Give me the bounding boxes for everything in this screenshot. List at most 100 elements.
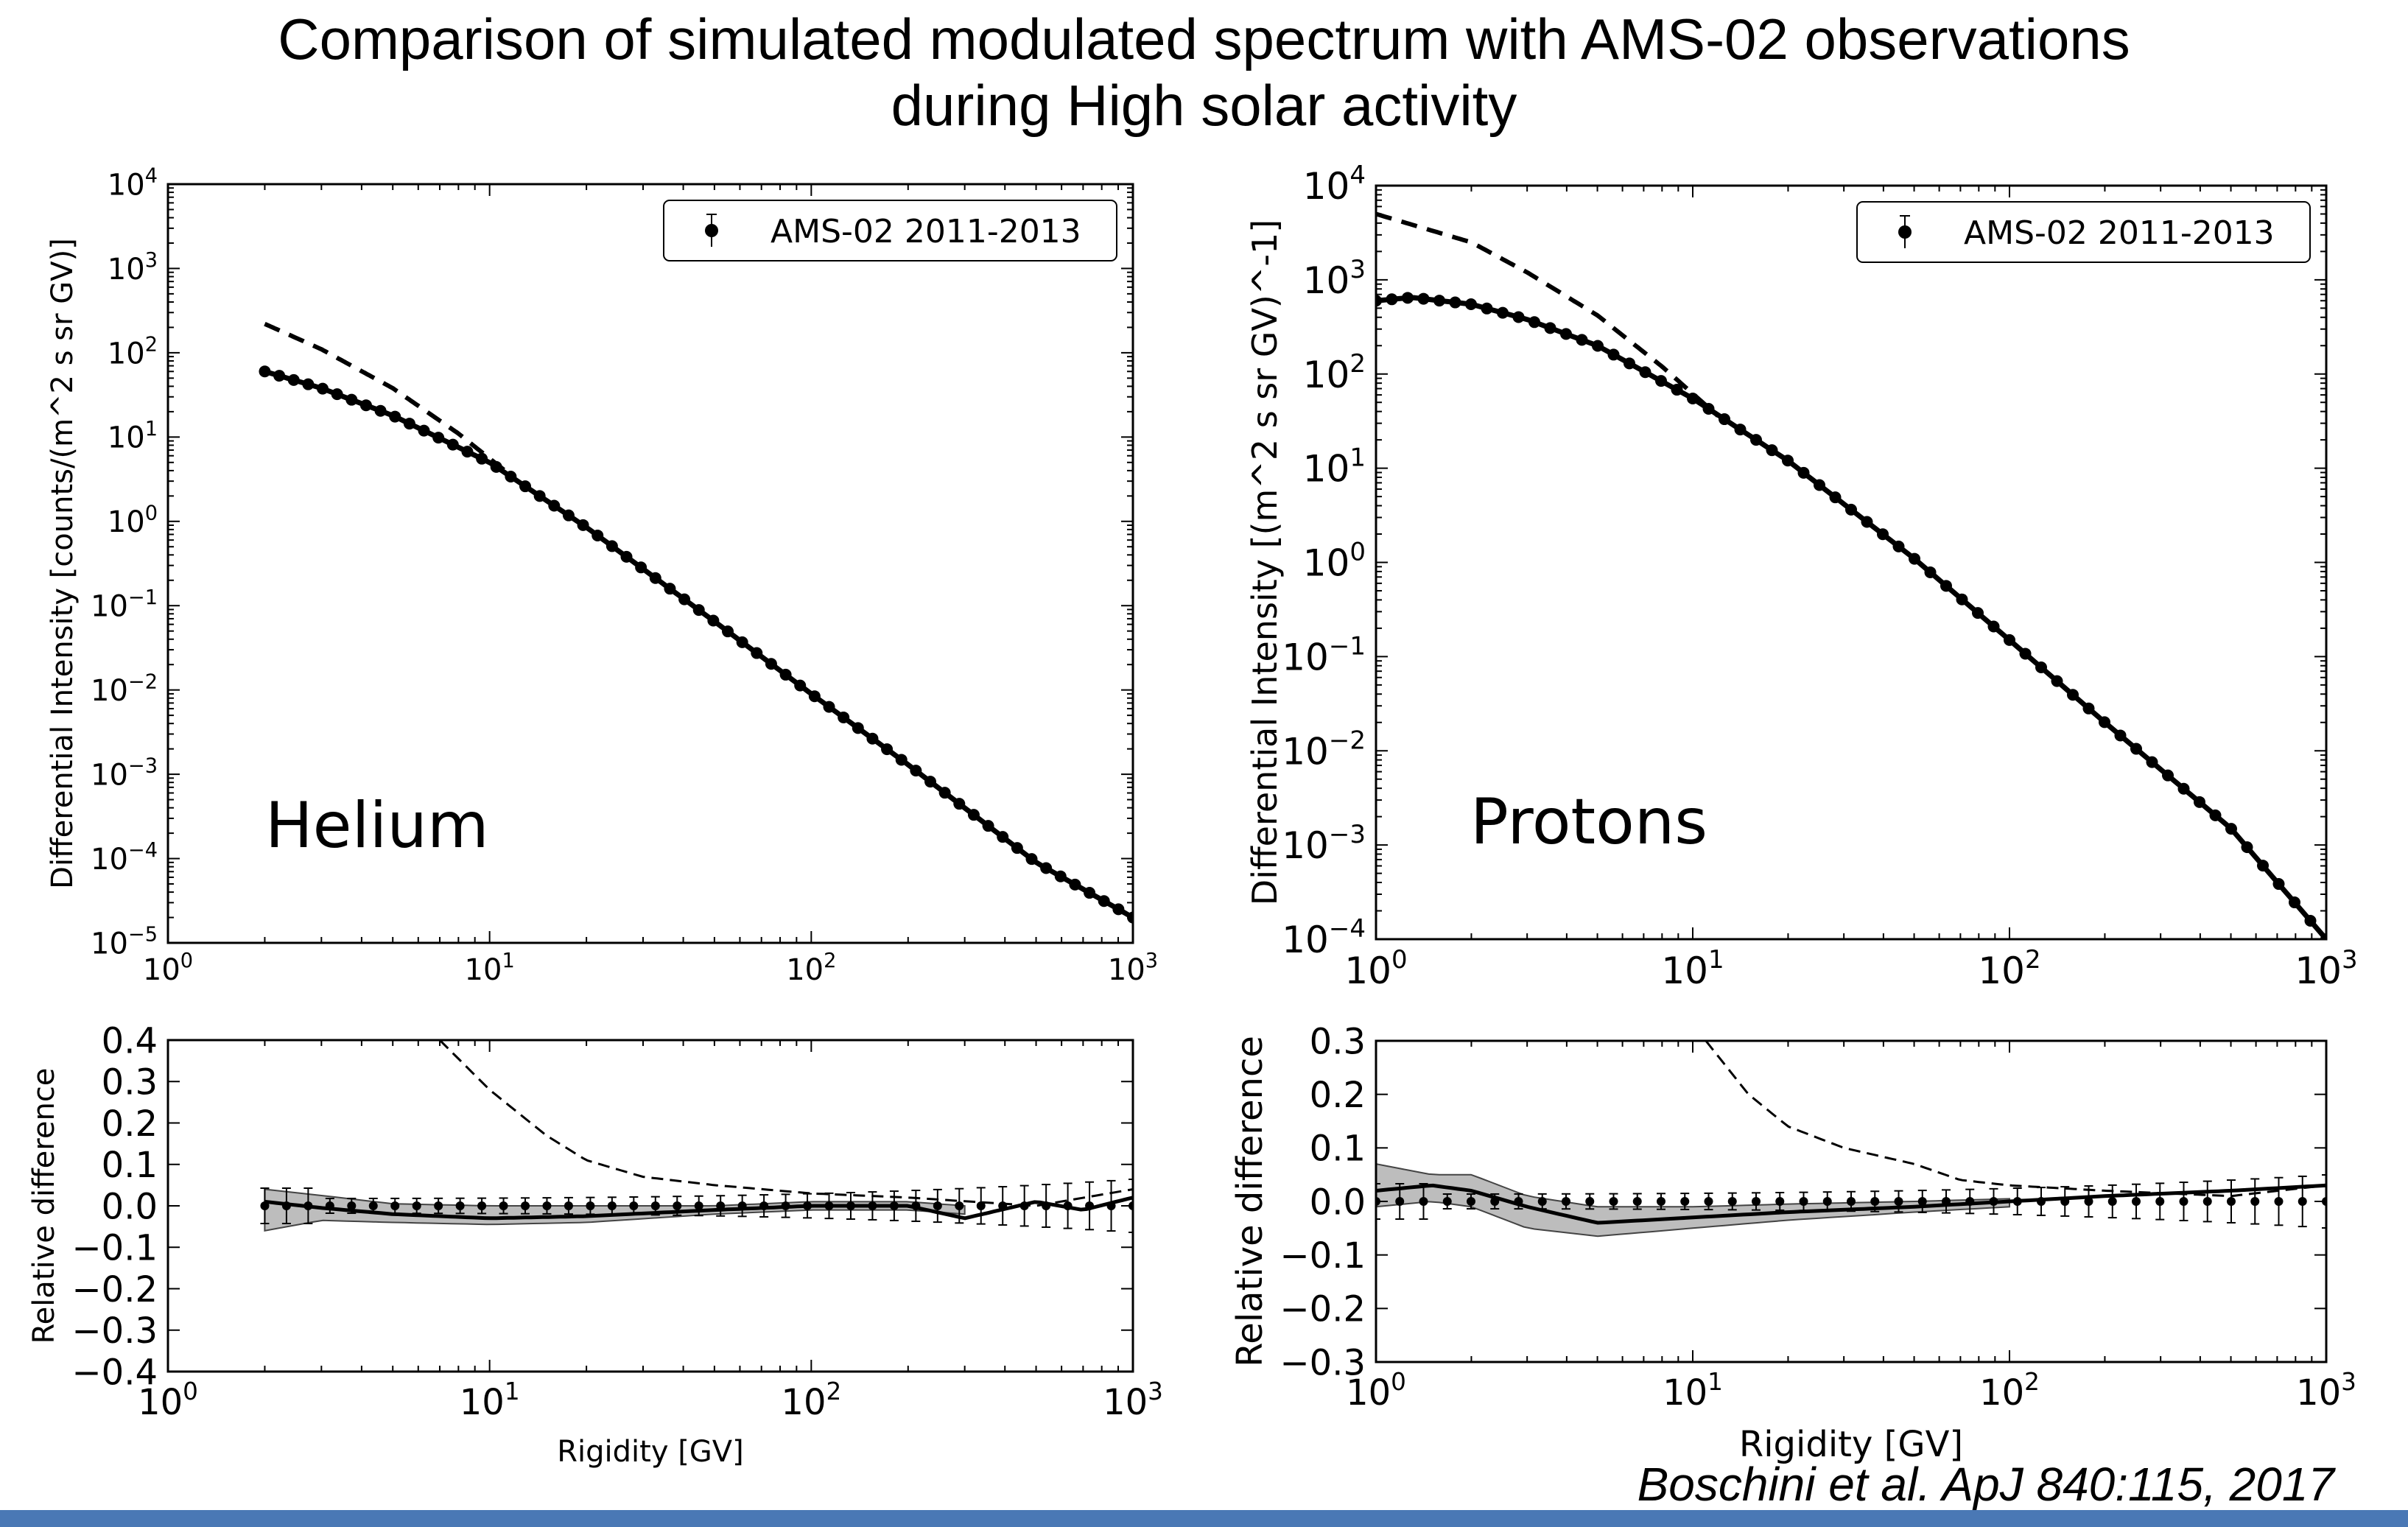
y-tick-label: −0.3 <box>1280 1342 1366 1383</box>
data-point <box>803 1201 812 1210</box>
data-point <box>881 743 894 756</box>
y-tick-label: 0.3 <box>102 1062 158 1103</box>
data-point <box>1562 1197 1570 1206</box>
data-point <box>779 668 792 681</box>
data-point <box>910 765 922 777</box>
data-point <box>1917 1197 1927 1206</box>
data-point <box>1512 311 1525 323</box>
data-point <box>2146 756 2158 768</box>
legend-box <box>663 200 1117 261</box>
plot-area <box>260 1040 1133 1233</box>
data-point <box>490 460 502 473</box>
x-tick-label: 101 <box>1663 1368 1723 1414</box>
y-tick-label: 104 <box>108 165 158 203</box>
data-point <box>1465 298 1477 311</box>
y-tick-label: 0.3 <box>1310 1021 1366 1062</box>
data-point <box>1528 316 1540 329</box>
y-axis-label: Relative difference <box>1229 1036 1271 1367</box>
data-point <box>1750 434 1762 446</box>
data-point <box>1537 1197 1547 1206</box>
data-point <box>2177 782 2190 795</box>
data-point <box>1395 1197 1405 1206</box>
y-tick-label: 0.2 <box>1310 1075 1366 1116</box>
data-point <box>2227 1197 2236 1206</box>
y-tick-label: 10−2 <box>1282 726 1366 773</box>
data-point <box>938 787 951 799</box>
data-point <box>412 1201 421 1210</box>
data-point <box>2250 1197 2260 1206</box>
data-point <box>455 1201 465 1210</box>
data-point <box>1877 528 1889 541</box>
model-dashed-line <box>264 321 517 481</box>
data-point <box>461 446 474 458</box>
y-tick-label: 100 <box>108 502 158 539</box>
data-point <box>759 1201 769 1210</box>
x-tick-label: 103 <box>1108 949 1158 987</box>
data-point <box>1402 292 1414 304</box>
data-point <box>1449 296 1461 309</box>
data-point <box>1989 1197 1998 1206</box>
data-point <box>2132 1197 2141 1206</box>
title-line-2: during High solar activity <box>891 73 1517 138</box>
data-point <box>997 831 1009 843</box>
data-point <box>1624 357 1635 370</box>
data-point <box>1497 306 1509 319</box>
data-point <box>2194 796 2205 808</box>
data-point <box>2099 716 2110 729</box>
data-point <box>1514 1197 1523 1206</box>
y-tick-label: 10−5 <box>91 924 158 961</box>
data-point <box>2067 689 2079 701</box>
data-point <box>1069 878 1081 891</box>
data-point <box>1680 1197 1690 1206</box>
data-point <box>751 647 763 659</box>
data-point <box>1775 1197 1785 1206</box>
data-point <box>476 452 488 465</box>
y-tick-label: −0.2 <box>1280 1289 1366 1330</box>
data-point <box>838 711 850 723</box>
data-point <box>924 776 937 788</box>
data-point <box>1965 1197 1975 1206</box>
x-tick-label: 102 <box>1979 1368 2040 1414</box>
data-point <box>1632 1197 1642 1206</box>
data-point <box>1719 413 1730 426</box>
data-point <box>722 625 734 638</box>
data-point <box>521 1201 530 1210</box>
model-dashed-line <box>438 1040 1133 1207</box>
data-point <box>389 410 401 423</box>
data-point <box>2272 878 2285 891</box>
data-point <box>287 373 300 386</box>
data-point <box>976 1201 986 1210</box>
data-point <box>1799 1197 1808 1206</box>
y-tick-label: 102 <box>108 333 158 371</box>
data-point <box>2130 743 2142 755</box>
y-tick-label: −0.1 <box>1280 1235 1366 1277</box>
data-point <box>650 1201 660 1210</box>
data-point <box>2019 647 2032 660</box>
data-point <box>1940 580 1952 592</box>
data-point <box>1847 1197 1856 1206</box>
data-point <box>477 1201 487 1210</box>
x-tick-label: 100 <box>138 1377 198 1423</box>
y-tick-label: −0.2 <box>71 1269 158 1310</box>
data-point <box>577 519 589 531</box>
chart-panel-4: 100 101 102 103 0.3 0.2 0.1 0.0 −0.1 −0.2 −0.3Rela… <box>1229 1021 2356 1465</box>
data-point <box>2004 633 2015 646</box>
data-point <box>678 593 691 605</box>
data-point <box>2274 1197 2284 1206</box>
legend-marker <box>1898 225 1912 239</box>
y-tick-label: 0.2 <box>102 1103 158 1145</box>
data-point <box>2209 809 2222 821</box>
y-tick-label: −0.1 <box>71 1228 158 1269</box>
data-point <box>1417 292 1430 305</box>
plot-area <box>1376 1041 2326 1238</box>
x-tick-label: 100 <box>1346 1368 1406 1414</box>
data-point <box>2037 1197 2046 1206</box>
plot-area <box>259 321 1133 924</box>
data-point <box>1011 842 1023 854</box>
data-point <box>347 1201 357 1210</box>
data-point <box>260 1201 270 1210</box>
data-point <box>1870 1197 1880 1206</box>
data-point <box>868 1201 877 1210</box>
data-point <box>605 540 618 552</box>
data-point <box>2304 915 2317 927</box>
